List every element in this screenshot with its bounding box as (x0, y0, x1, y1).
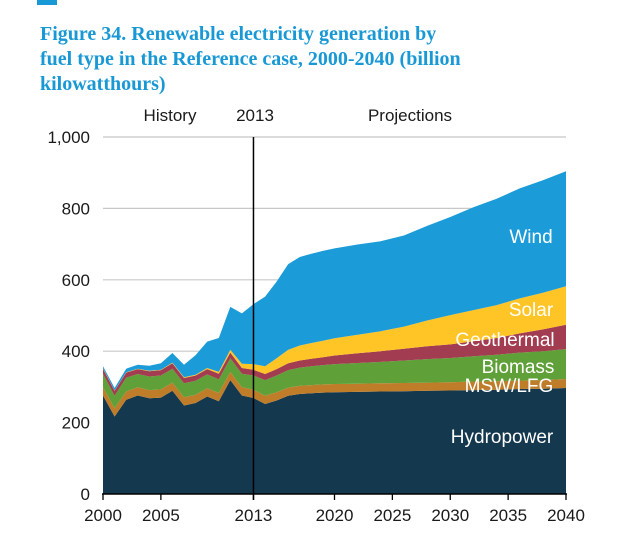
projections-zone-label: Projections (367, 106, 453, 125)
x-axis-label: 2013 (235, 506, 273, 525)
figure-title-line: Figure 34. Renewable electricity generat… (40, 23, 437, 45)
x-axis-label: 2000 (84, 506, 122, 525)
x-axis-label: 2040 (547, 506, 585, 525)
x-axis-label: 2035 (489, 506, 527, 525)
x-axis-label: 2020 (316, 506, 354, 525)
area-hydropower (103, 380, 566, 494)
area-wind (103, 171, 566, 391)
figure-title-line: fuel type in the Reference case, 2000-20… (40, 48, 461, 70)
area-solar (103, 286, 566, 391)
y-axis-label: 800 (62, 199, 90, 218)
y-axis-label: 1,000 (47, 128, 90, 147)
series-label-msw-lfg: MSW/LFG (465, 376, 554, 397)
area-msw-lfg (103, 371, 566, 417)
y-axis-label: 600 (62, 271, 90, 290)
y-axis-label: 400 (62, 342, 90, 361)
figure-title-line: kilowatthours) (40, 73, 166, 95)
area-biomass (103, 349, 566, 409)
x-axis-label: 2030 (431, 506, 469, 525)
top-blue-mark (37, 0, 57, 5)
x-axis-label: 2005 (142, 506, 180, 525)
figure-title: Figure 34. Renewable electricity generat… (40, 22, 600, 97)
series-label-hydropower: Hydropower (451, 427, 554, 448)
series-label-solar: Solar (509, 300, 554, 321)
series-label-wind: Wind (509, 227, 552, 248)
y-axis-label: 200 (62, 414, 90, 433)
series-label-biomass: Biomass (482, 357, 555, 378)
series-label-geothermal: Geothermal (455, 330, 554, 351)
x-axis-label: 2025 (373, 506, 411, 525)
y-axis-label: 0 (81, 485, 90, 504)
area-geothermal (103, 324, 566, 396)
history-zone-label: History (143, 106, 197, 125)
divider-year-label: 2013 (236, 106, 274, 125)
